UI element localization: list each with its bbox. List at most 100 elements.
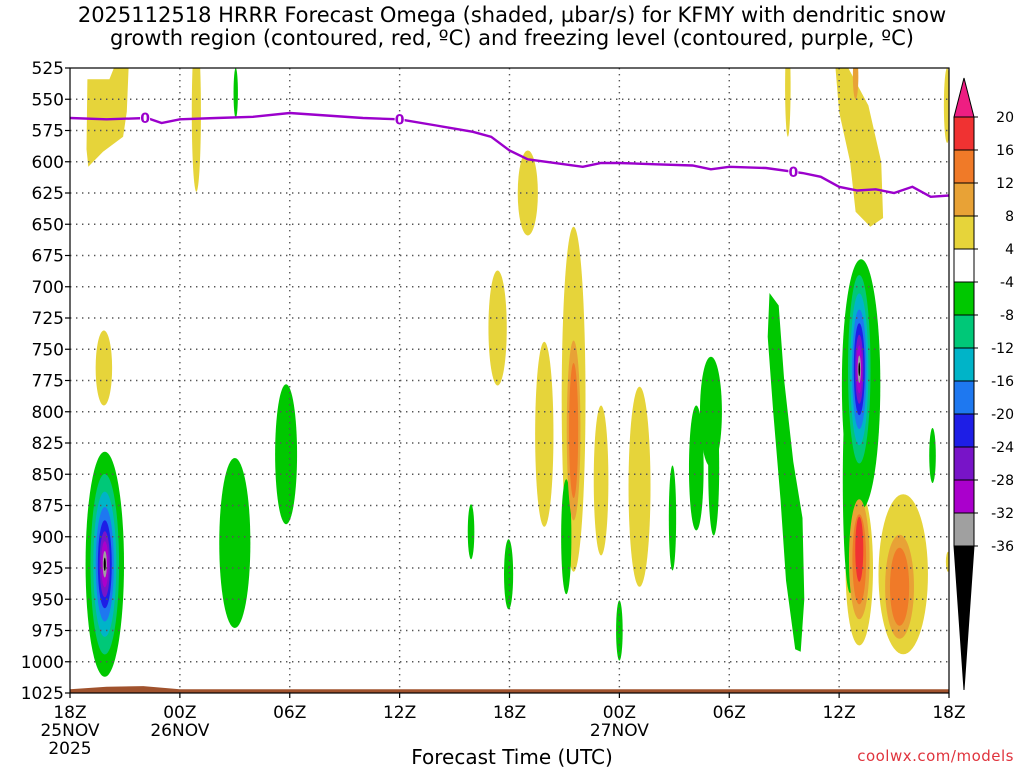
omega-region-yellow — [628, 386, 651, 587]
omega-max-a-red — [855, 516, 864, 582]
y-tick-label: 850 — [32, 465, 64, 485]
y-tick-label: 1000 — [21, 653, 64, 673]
y-tick-label: 625 — [32, 184, 64, 204]
colorbar-label: -8 — [1000, 308, 1014, 324]
omega-region-green — [233, 68, 238, 118]
colorbar-label: -28 — [991, 473, 1014, 489]
colorbar-bin — [953, 281, 975, 316]
colorbar-label: -12 — [991, 341, 1014, 357]
colorbar-bin — [953, 248, 975, 283]
terrain-strip — [70, 686, 949, 693]
y-tick-label: 600 — [32, 153, 64, 173]
colorbar-label: 8 — [1005, 209, 1014, 225]
chart-title-line-2: growth region (contoured, red, ºC) and f… — [110, 26, 914, 50]
x-tick-label: 18Z — [932, 703, 965, 723]
colorbar-bin — [953, 347, 975, 382]
omega-core-day1-black — [103, 557, 106, 571]
y-tick-label: 1025 — [21, 684, 64, 704]
grid-lines — [70, 68, 949, 693]
colorbar-label: 20 — [996, 110, 1014, 126]
omega-region-green — [668, 465, 677, 571]
x-tick-year: 2025 — [48, 739, 91, 759]
colorbar-label: -16 — [991, 374, 1014, 390]
omega-region-green — [504, 539, 514, 610]
x-axis-title: Forecast Time (UTC) — [411, 745, 613, 769]
colorbar-bin — [953, 512, 975, 547]
omega-region-yellow — [95, 330, 113, 406]
freezing-level-label: 0 — [140, 111, 150, 127]
x-tick-date: 27NOV — [590, 721, 649, 741]
colorbar-label: 12 — [996, 176, 1014, 192]
colorbar: 20 16 12 8 4 -4 -8 -12 -16 -20 -24 -28 -32 -36 — [953, 77, 1014, 691]
omega-max-b-orange — [889, 547, 910, 626]
colorbar-label: -4 — [1000, 275, 1014, 291]
freezing-level-label-bg — [140, 111, 151, 125]
colorbar-bin — [953, 182, 975, 217]
colorbar-label: 4 — [1005, 242, 1014, 258]
watermark: coolwx.com/models — [857, 747, 1014, 765]
colorbar-bin — [953, 215, 975, 250]
freezing-level-contour: 0 0 0 — [70, 111, 949, 199]
y-tick-label: 950 — [32, 590, 64, 610]
y-tick-label: 725 — [32, 309, 64, 329]
colorbar-bin — [953, 479, 975, 514]
y-tick-label: 775 — [32, 372, 64, 392]
y-tick-label: 825 — [32, 434, 64, 454]
colorbar-bin — [953, 380, 975, 415]
y-tick-label: 700 — [32, 278, 64, 298]
y-tick-label: 800 — [32, 403, 64, 423]
x-tick-label: 12Z — [822, 703, 855, 723]
x-tick-label: 00Z — [163, 703, 196, 723]
y-tick-label: 525 — [32, 59, 64, 79]
colorbar-bin — [953, 149, 975, 184]
omega-region-green — [767, 293, 805, 652]
colorbar-bin — [953, 116, 975, 151]
omega-max-c-orange — [569, 363, 579, 498]
y-tick-label: 975 — [32, 622, 64, 642]
omega-region-green — [467, 504, 475, 560]
y-tick-label: 750 — [32, 340, 64, 360]
omega-region-yellow — [945, 551, 949, 572]
omega-region-yellow — [835, 68, 884, 227]
omega-region-yellow — [785, 68, 791, 137]
omega-region-yellow — [488, 270, 507, 386]
omega-region-yellow — [86, 68, 129, 167]
y-tick-label: 900 — [32, 528, 64, 548]
omega-region-green — [616, 600, 623, 661]
y-axis: 525 550 575 600 625 650 675 700 725 750 775 800 825 8… — [21, 59, 70, 704]
x-tick-label: 06Z — [273, 703, 306, 723]
colorbar-top-arrow — [953, 77, 975, 118]
omega-region-green — [929, 428, 936, 483]
freezing-level-label-bg — [394, 112, 405, 126]
omega-region-green — [699, 356, 722, 467]
freezing-level-label: 0 — [788, 165, 798, 181]
colorbar-label: -32 — [991, 506, 1014, 522]
chart-title: 2025112518 HRRR Forecast Omega (shaded, … — [0, 4, 1024, 50]
chart-title-line-1: 2025112518 HRRR Forecast Omega (shaded, … — [77, 3, 947, 27]
x-tick-label: 18Z — [53, 703, 86, 723]
omega-region-yellow — [943, 68, 949, 143]
omega-region-green — [561, 479, 572, 595]
x-tick-date: 26NOV — [150, 721, 209, 741]
x-tick-label: 06Z — [713, 703, 746, 723]
x-tick-label: 12Z — [383, 703, 416, 723]
omega-region-green — [275, 384, 298, 525]
y-tick-label: 550 — [32, 90, 64, 110]
colorbar-bin — [953, 446, 975, 481]
colorbar-bin — [953, 413, 975, 448]
omega-region-yellow — [191, 68, 201, 192]
freezing-level-label: 0 — [395, 112, 405, 128]
omega-region-yellow — [535, 341, 554, 527]
y-tick-label: 650 — [32, 215, 64, 235]
freezing-level-line — [70, 111, 949, 199]
omega-region-green — [219, 458, 251, 628]
omega-core-day2-black — [858, 362, 861, 377]
x-tick-label: 18Z — [493, 703, 526, 723]
colorbar-label: -36 — [991, 539, 1014, 555]
omega-region-yellow — [593, 405, 609, 556]
omega-region-green — [688, 405, 704, 531]
omega-region-yellow — [517, 150, 538, 236]
colorbar-bin — [953, 314, 975, 349]
